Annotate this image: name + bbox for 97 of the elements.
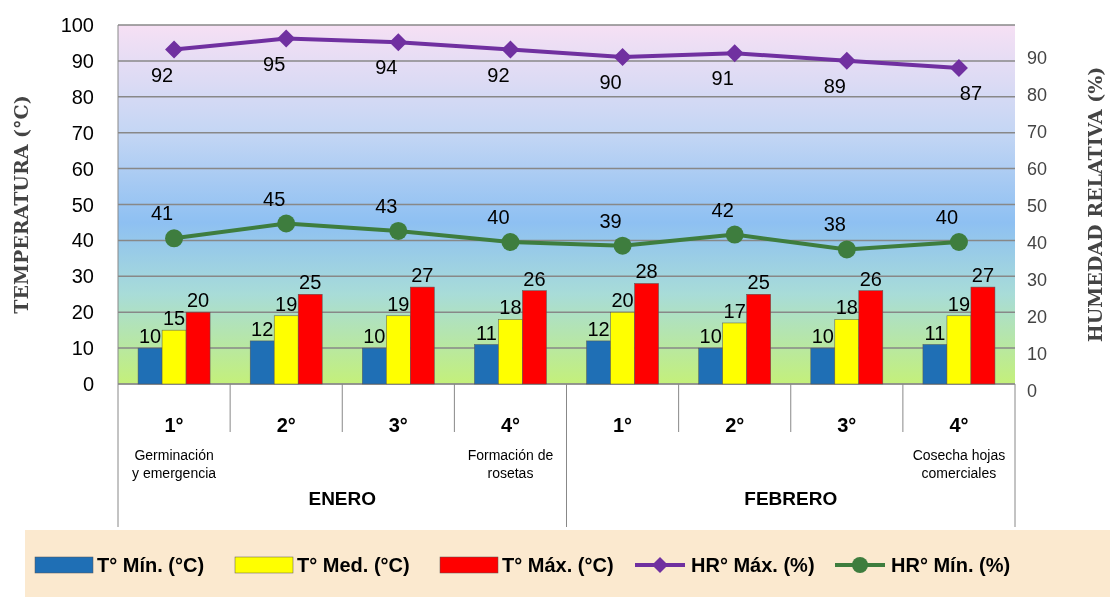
y2-tick-label: 40 [1027, 233, 1048, 253]
y-axis-title: TEMPERATURA (°C) [10, 95, 32, 314]
data-label: 18 [499, 296, 522, 319]
data-label: 20 [186, 289, 210, 312]
y2-tick-label: 0 [1027, 381, 1038, 401]
x-tick-label: 2° [276, 414, 296, 436]
data-label: 15 [162, 307, 186, 330]
y-tick-label: 0 [82, 373, 94, 395]
legend-label: T° Máx. (°C) [502, 554, 614, 576]
data-label: 45 [263, 187, 286, 210]
data-label: 40 [935, 206, 959, 228]
legend-label: T° Med. (°C) [297, 554, 410, 576]
point [837, 240, 856, 259]
legend-label: HR° Mín. (%) [891, 554, 1011, 576]
data-label: 92 [150, 63, 174, 86]
data-label: 28 [635, 260, 658, 283]
data-label: 12 [251, 317, 274, 340]
point [949, 59, 968, 78]
y-tick-label: 30 [71, 265, 94, 288]
data-label: 94 [375, 56, 398, 79]
text: Germinación y emergencia [132, 447, 217, 482]
data-label: 39 [599, 209, 622, 232]
y2-tick-label: 10 [1027, 344, 1048, 364]
data-label: 95 [263, 52, 286, 75]
x-tick-label: 4° [949, 414, 969, 436]
point [501, 40, 520, 59]
point [501, 233, 520, 251]
y2-tick-label: 30 [1027, 270, 1048, 290]
y2-tick-label: 70 [1027, 122, 1048, 142]
data-label: 41 [150, 202, 174, 225]
data-label: 20 [611, 289, 634, 312]
data-label: 42 [711, 198, 734, 221]
data-label: 38 [823, 213, 846, 236]
data-label: 27 [971, 264, 995, 287]
point [949, 233, 968, 251]
data-label: 10 [138, 325, 162, 348]
y-tick-label: 50 [71, 193, 94, 216]
data-label: 17 [723, 299, 746, 322]
y2-axis-title: HUMEDAD RELATIVA (%) [1084, 66, 1106, 343]
data-label: 19 [387, 292, 410, 315]
data-label: 87 [959, 82, 983, 105]
data-label: 26 [523, 267, 546, 290]
data-label: 25 [299, 271, 322, 294]
data-label: 12 [587, 317, 610, 340]
y-tick-label: 100 [60, 14, 94, 36]
y2-tick-label: 50 [1027, 196, 1048, 216]
data-label: 19 [947, 292, 971, 315]
point [165, 229, 184, 248]
point [725, 44, 744, 63]
text: ENERO [308, 488, 377, 509]
point [165, 40, 184, 59]
data-label: 27 [411, 264, 434, 287]
point [277, 29, 296, 48]
y2-tick-label: 90 [1027, 48, 1048, 68]
data-label: 18 [835, 296, 858, 319]
y-tick-label: 70 [71, 121, 94, 144]
point [613, 236, 632, 255]
data-label: 92 [487, 63, 510, 86]
data-label: 26 [859, 267, 882, 290]
data-label: 25 [747, 271, 770, 294]
data-label: 11 [924, 321, 946, 344]
data-label: 89 [823, 74, 846, 97]
y-tick-label: 20 [71, 301, 94, 324]
data-label: 40 [487, 206, 510, 228]
data-label: 10 [699, 325, 722, 348]
y2-tick-label: 60 [1027, 159, 1048, 179]
x-tick-label: 1° [613, 414, 633, 436]
y-tick-label: 40 [71, 229, 94, 252]
data-label: 10 [811, 325, 834, 348]
y-tick-label: 60 [71, 157, 94, 180]
point [837, 51, 856, 70]
y-tick-label: 90 [71, 49, 94, 72]
point [389, 221, 408, 240]
x-tick-label: 2° [725, 414, 745, 436]
y2-tick-label: 20 [1027, 307, 1048, 327]
data-label: 90 [599, 71, 622, 93]
data-label: 43 [375, 194, 398, 217]
data-label: 10 [363, 325, 386, 348]
y-tick-label: 10 [71, 337, 94, 360]
text: Cosecha hojas comerciales [912, 447, 1006, 482]
point [613, 48, 632, 66]
point [725, 225, 744, 244]
x-tick-label: 1° [164, 414, 184, 436]
legend-label: HR° Máx. (%) [691, 554, 815, 576]
text: FEBRERO [744, 488, 838, 509]
x-tick-label: 3° [837, 414, 857, 436]
point [389, 33, 408, 52]
data-label: 19 [275, 292, 298, 315]
x-tick-label: 3° [388, 414, 408, 436]
data-label: 91 [711, 67, 734, 90]
data-label: 11 [476, 321, 497, 344]
text: Formación de rosetas [467, 447, 554, 482]
y2-tick-label: 80 [1027, 85, 1048, 105]
y-tick-label: 80 [71, 85, 94, 108]
x-tick-label: 4° [500, 414, 520, 436]
point [277, 214, 296, 233]
legend-label: T° Mín. (°C) [97, 554, 205, 576]
